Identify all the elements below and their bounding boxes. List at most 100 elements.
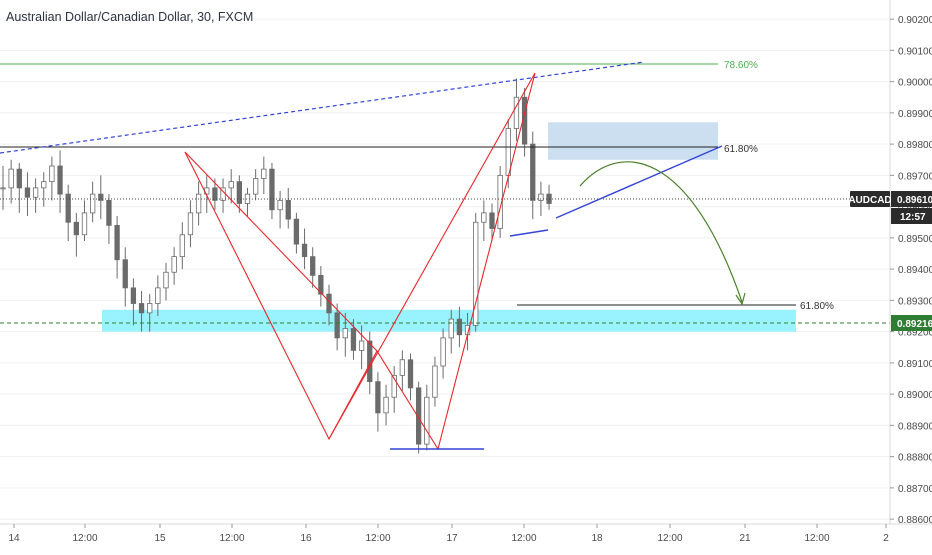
candle-body [98,193,104,201]
candle-body [310,256,316,276]
candle-body [391,374,397,398]
candle-body [440,337,446,367]
candle-body [432,365,438,398]
x-tick-label: 21 [739,533,751,544]
symbol-label-bg [850,191,890,207]
candle-body [252,178,259,195]
fib-61-lower-label: 61.80% [800,301,834,312]
x-tick-label: 12:00 [72,533,97,544]
candle-body [114,224,120,261]
pattern-ad-line [328,72,536,440]
x-tick-label: 12:00 [511,533,536,544]
projection-arrowhead [735,292,746,306]
candle-body [49,165,55,183]
candle-body [24,187,31,198]
candle-body [399,359,406,376]
candle-body [187,212,194,236]
x-tick-label: 15 [154,533,166,544]
pattern-xb-line [184,151,378,352]
fib-61-upper-label: 61.80% [724,144,758,155]
y-tick-label: 0.89200 [898,328,932,339]
candle-body [424,396,430,445]
projection-arrow [579,161,743,303]
x-tick-label: 12:00 [219,533,244,544]
y-tick-label: 0.89400 [898,265,932,276]
y-tick-label: 0.89800 [898,140,932,151]
candle-body [90,193,96,214]
candle-body [212,187,218,201]
candle-body [350,328,357,351]
candle-body [383,396,389,414]
harmonic-pattern [184,72,536,451]
current-price-label: 0.89610 [897,195,932,206]
chart-title: Australian Dollar/Canadian Dollar, 30, F… [6,10,254,24]
y-tick-label: 0.89100 [898,359,932,370]
candle-body [8,168,14,189]
y-tick-label: 0.88900 [898,421,932,432]
candle-body [489,212,495,229]
candles [0,78,552,454]
candle-body [293,218,300,245]
candle-body [163,271,169,289]
candle-body [171,256,177,273]
y-tick-label: 0.90000 [898,78,932,89]
candle-body [138,303,145,314]
triangle-lower-line-1 [509,229,549,237]
candle-body [448,318,454,339]
candle-body [473,221,479,326]
candle-body [375,381,381,414]
candle-body [57,165,63,195]
y-tick-label: 0.89700 [898,171,932,182]
candle-body [122,259,128,289]
candle-body [415,387,422,445]
target-price-bg [891,315,932,331]
candle-body [228,181,234,189]
resistance-trendline [0,61,645,154]
y-tick-label: 0.88800 [898,453,932,464]
candle-body [530,143,536,201]
time-axis[interactable]: 14 12:00 15 12:00 16 12:00 17 12:00 18 12:00 21 12:… [0,523,932,544]
y-tick-label: 0.88600 [898,515,932,526]
candle-body [130,287,137,304]
candle-body [334,312,340,339]
y-tick-label: 0.89300 [898,296,932,307]
x-tick-label: 12:00 [657,533,682,544]
y-tick-label: 0.90100 [898,46,932,57]
candle-body [65,193,71,223]
candle-body [155,287,161,304]
candle-body [318,274,324,295]
x-tick-label: 12:00 [804,533,829,544]
candle-body [0,187,6,190]
y-tick-label: 0.89500 [898,234,932,245]
candle-body [16,168,22,189]
drawings: 78.60% 61.80% 61.80% [0,60,890,451]
y-tick-label: 0.89000 [898,390,932,401]
fib-78-label: 78.60% [724,60,758,71]
symbol-label: AUDCAD [848,195,891,206]
countdown-bg [891,208,932,224]
countdown-label: 12:57 [900,212,926,223]
grid [0,18,890,520]
price-axis[interactable]: 0.90200 0.90100 0.90000 0.89900 0.89800 0.897… [848,0,932,550]
candle-body [195,193,202,214]
candle-body [81,212,88,236]
price-axis-bg [890,0,932,550]
candle-body [106,199,112,226]
candle-body [407,359,414,389]
candle-body [236,181,243,204]
y-tick-label: 0.90200 [898,15,932,26]
candle-body [41,181,47,189]
x-tick-label: 12:00 [365,533,390,544]
x-tick-label: 17 [446,533,458,544]
supply-zone [548,122,718,160]
x-tick-label: 2 [883,533,889,544]
candle-body [538,193,544,201]
triangle-lower-line-2 [555,145,723,219]
x-tick-label: 16 [300,533,312,544]
candle-body [358,340,365,351]
candle-body [481,212,487,223]
x-tick-label: 18 [591,533,603,544]
candle-body [513,96,520,129]
